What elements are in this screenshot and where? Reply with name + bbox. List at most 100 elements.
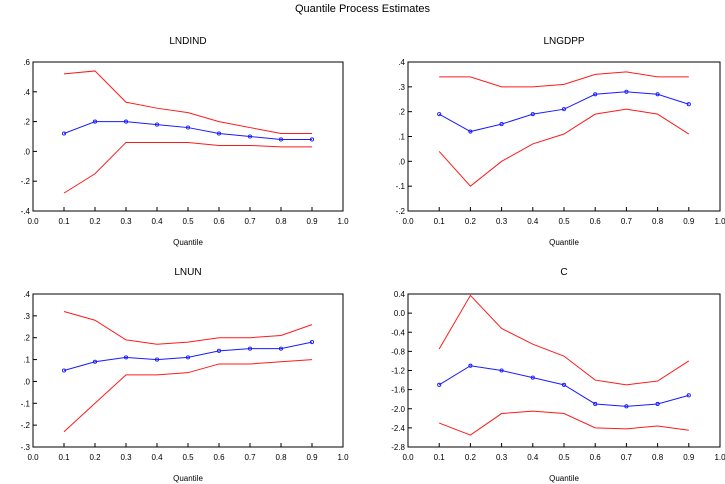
panel-title: C xyxy=(560,267,567,278)
estimate-point xyxy=(593,401,598,407)
x-tick-label: 0.2 xyxy=(465,453,477,462)
estimate-point xyxy=(499,122,504,127)
x-tick-label: 0.6 xyxy=(213,453,225,462)
x-tick-label: 0.8 xyxy=(275,217,287,226)
estimate-point xyxy=(247,134,253,139)
series-line-lower xyxy=(63,141,312,194)
x-tick-label: 0.0 xyxy=(402,453,414,462)
x-tick-label: 0.4 xyxy=(527,453,539,462)
x-tick-label: 0.9 xyxy=(683,217,695,226)
estimate-point xyxy=(123,119,129,124)
estimate-point xyxy=(499,368,504,373)
estimate-point xyxy=(123,355,129,360)
estimate-point xyxy=(655,92,660,97)
estimate-point xyxy=(247,346,253,351)
y-tick-label: -2.8 xyxy=(391,443,405,452)
x-tick-label: 0.4 xyxy=(527,217,539,226)
panel-title: LNDIND xyxy=(169,36,206,47)
x-tick-label: 0.3 xyxy=(120,453,132,462)
x-tick-label: 0.7 xyxy=(621,217,633,226)
panel-title: LNUN xyxy=(174,267,201,278)
x-tick-label: 0.8 xyxy=(652,453,664,462)
estimate-point xyxy=(686,102,691,107)
x-tick-label: 0.7 xyxy=(244,453,256,462)
plot-frame xyxy=(32,293,344,448)
x-tick-label: 0.2 xyxy=(89,217,101,226)
y-tick-label: .2 xyxy=(23,118,30,127)
x-tick-label: 0.0 xyxy=(402,217,414,226)
x-tick-label: 0.1 xyxy=(434,217,446,226)
estimate-point xyxy=(561,382,567,387)
estimate-point xyxy=(278,137,284,142)
series-line-estimate xyxy=(63,341,313,371)
x-tick-label: 0.3 xyxy=(496,217,508,226)
y-tick-label: .4 xyxy=(23,290,30,299)
y-tick-label: .4 xyxy=(398,58,405,67)
x-tick-label: 0.2 xyxy=(89,453,101,462)
estimate-point xyxy=(154,122,160,127)
estimate-point xyxy=(624,89,629,94)
estimate-point xyxy=(216,131,222,136)
x-tick-label: 0.3 xyxy=(496,453,508,462)
x-tick-label: 0.9 xyxy=(306,453,318,462)
x-tick-label: 0.6 xyxy=(590,453,602,462)
y-tick-label: .0 xyxy=(23,147,30,156)
y-tick-label: -.2 xyxy=(21,421,31,430)
estimate-point xyxy=(530,112,535,117)
x-tick-label: 0.4 xyxy=(151,217,163,226)
y-tick-label: -.3 xyxy=(21,443,31,452)
estimate-point xyxy=(468,363,473,368)
x-tick-label: 1.0 xyxy=(337,453,349,462)
x-tick-label: 0.0 xyxy=(27,217,39,226)
y-tick-label: .3 xyxy=(23,312,30,321)
series-line-upper xyxy=(63,311,313,345)
y-tick-label: .4 xyxy=(23,88,30,97)
estimate-point xyxy=(686,393,691,398)
x-tick-label: 1.0 xyxy=(714,453,725,462)
x-tick-label: 0.9 xyxy=(306,217,318,226)
series-line-upper xyxy=(63,70,312,135)
x-tick-label: 1.0 xyxy=(714,217,725,226)
y-tick-label: -0.4 xyxy=(391,328,405,337)
series-line-estimate xyxy=(63,121,312,140)
series-line-estimate xyxy=(438,365,689,407)
y-tick-label: -.2 xyxy=(21,177,31,186)
estimate-point xyxy=(185,125,191,130)
x-tick-label: 0.7 xyxy=(244,217,256,226)
series-line-lower xyxy=(63,359,313,433)
x-tick-label: 0.0 xyxy=(27,453,39,462)
x-tick-label: 0.4 xyxy=(151,453,163,462)
y-tick-label: .2 xyxy=(23,334,30,343)
estimate-point xyxy=(530,375,535,380)
x-tick-label: 0.7 xyxy=(621,453,633,462)
x-tick-label: 0.1 xyxy=(58,453,70,462)
y-tick-label: -1.2 xyxy=(391,367,405,376)
y-tick-label: -0.8 xyxy=(391,347,405,356)
estimate-point xyxy=(216,348,222,353)
series-line-lower xyxy=(439,410,689,436)
x-tick-label: 0.5 xyxy=(558,217,570,226)
y-tick-label: 0.0 xyxy=(394,309,406,318)
x-tick-label: 0.5 xyxy=(558,453,570,462)
chart-panel-lnun: LNUN 0.0 0.1 0.2 0.3 0.4 0.5 0.6 0.7 0.8 0.9 1.0 .4.… xyxy=(21,267,349,483)
y-tick-label: -2.0 xyxy=(391,405,405,414)
y-tick-label: -.4 xyxy=(21,207,31,216)
estimate-point xyxy=(61,131,67,136)
x-tick-label: 0.3 xyxy=(120,217,132,226)
x-axis-label: Quantile xyxy=(173,238,203,247)
x-tick-label: 0.8 xyxy=(275,453,287,462)
estimate-point xyxy=(92,359,98,364)
series-line-estimate xyxy=(438,91,689,133)
chart-panel-c: C 0.0 0.1 0.2 0.3 0.4 0.5 0.6 0.7 0.8 0.9 1.0 0.4 0.0… xyxy=(391,267,725,483)
x-tick-label: 0.2 xyxy=(465,217,477,226)
x-tick-label: 0.1 xyxy=(434,453,446,462)
y-tick-label: .1 xyxy=(398,133,405,142)
estimate-point xyxy=(437,112,442,117)
y-tick-label: -2.4 xyxy=(391,424,405,433)
estimate-point xyxy=(561,107,567,112)
series-line-upper xyxy=(439,71,689,88)
estimate-point xyxy=(92,119,98,124)
estimate-point xyxy=(61,368,67,373)
